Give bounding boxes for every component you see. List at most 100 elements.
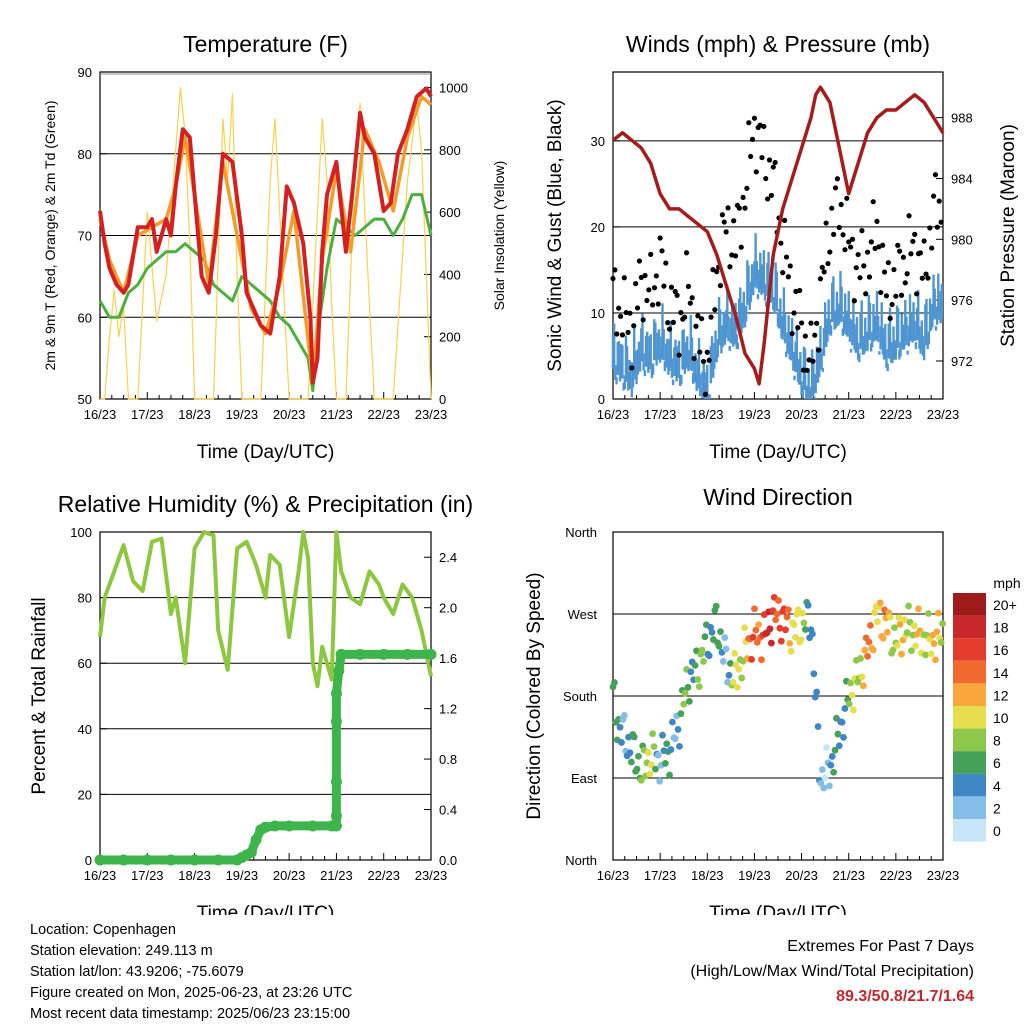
panel-2-ytick-right-label: 1.2 xyxy=(439,702,457,717)
wind-gust-point xyxy=(721,219,727,225)
wind-direction-point xyxy=(800,619,808,627)
wind-gust-point xyxy=(782,217,788,223)
wind-gust-point xyxy=(891,266,897,273)
panel-3-xlabel: Time (Day/UTC) xyxy=(709,903,847,915)
panel-3-ytick-label: South xyxy=(563,689,597,704)
legend-label: 8 xyxy=(993,733,1001,749)
legend-swatch xyxy=(953,728,986,752)
wind-direction-point xyxy=(787,647,795,655)
wind-direction-point xyxy=(809,630,816,638)
panel-3-ytick-label: North xyxy=(565,853,597,868)
wind-direction-point xyxy=(661,759,669,767)
panel-0-ytick-right-label: 800 xyxy=(439,143,461,158)
legend-swatch xyxy=(953,796,986,819)
wind-gust-point xyxy=(646,287,652,293)
wind-direction-point xyxy=(776,624,784,632)
wind-direction-point xyxy=(912,642,920,650)
wind-gust-point xyxy=(844,195,850,201)
wind-direction-point xyxy=(864,652,871,660)
wind-gust-point xyxy=(648,251,654,257)
dewpoint-line xyxy=(98,193,433,393)
wind-gust-point xyxy=(746,120,752,126)
panel-2-xtick-label: 19/23 xyxy=(226,868,259,883)
wind-gust-point xyxy=(759,154,765,161)
legend-swatch xyxy=(953,751,986,774)
wind-direction-point xyxy=(939,620,946,628)
wind-direction-point xyxy=(792,633,799,641)
wind-gust-point xyxy=(685,283,692,289)
wind-gust-point xyxy=(836,224,842,231)
panel-1-xtick-label: 17/23 xyxy=(644,407,677,422)
figure: Temperature (F) Time (Day/UTC) 16/23 17/23 1… xyxy=(29,31,1021,915)
wind-gust-point xyxy=(938,219,944,225)
panel-2-xtick-label: 16/23 xyxy=(84,868,117,883)
wind-gust-point xyxy=(832,185,839,191)
wind-gust-point xyxy=(812,332,818,338)
wind-direction-point xyxy=(804,601,812,609)
wind-gust-point xyxy=(789,330,795,337)
wind-direction-point xyxy=(858,673,866,681)
wind-direction-point xyxy=(869,646,877,654)
panel-3-ytick-label: East xyxy=(571,771,597,786)
wind-gust-point xyxy=(740,194,746,200)
panel-1-ytick-right-label: 972 xyxy=(951,354,973,369)
wind-gust-point xyxy=(919,275,925,281)
wind-direction-point xyxy=(667,746,675,753)
wind-gust-point xyxy=(700,358,707,365)
panel-2-ytick-right-label: 2.0 xyxy=(439,601,457,616)
wind-direction-point xyxy=(893,642,901,649)
panel-1-xtick-label: 20/23 xyxy=(785,407,818,422)
panel-0-xtick-label: 21/23 xyxy=(320,407,353,422)
legend-label: 10 xyxy=(993,710,1009,726)
wind-gust-point xyxy=(838,201,844,208)
wind-direction-point xyxy=(835,742,843,750)
panel-3-xtick-label: 20/23 xyxy=(785,868,818,883)
panel-2-ytick-label: 0 xyxy=(85,853,92,868)
wind-gust-point xyxy=(785,274,791,280)
panel-2-ytick-right-label: 0.4 xyxy=(439,803,457,818)
legend-title: mph xyxy=(993,575,1020,591)
wind-gust-point xyxy=(927,225,933,231)
wind-gust-point xyxy=(666,326,673,332)
wind-direction-point xyxy=(896,620,904,628)
wind-gust-point xyxy=(797,287,803,294)
wind-gust-point xyxy=(670,319,676,325)
wind-gust-point xyxy=(621,275,627,281)
wind-gust-point xyxy=(914,291,920,297)
wind-gust-point xyxy=(657,235,663,241)
wind-direction-point xyxy=(685,698,693,705)
panel-0-xtick-label: 18/23 xyxy=(178,407,211,422)
wind-direction-point xyxy=(694,676,702,683)
panel-0-xlabel: Time (Day/UTC) xyxy=(197,442,335,463)
wind-direction-point xyxy=(841,705,849,712)
wind-gust-point xyxy=(897,248,903,254)
wind-gust-point xyxy=(800,367,807,373)
wind-direction-point xyxy=(821,774,829,782)
wind-gust-point xyxy=(768,192,775,199)
wind-direction-point xyxy=(635,752,642,760)
wind-gust-point xyxy=(668,284,675,290)
wind-direction-point xyxy=(726,659,734,667)
panel-2-xlabel: Time (Day/UTC) xyxy=(197,903,335,915)
wind-direction-point xyxy=(611,679,618,686)
wind-gust-point xyxy=(742,205,748,211)
wind-direction-point xyxy=(663,740,671,748)
wind-gust-point xyxy=(819,264,825,270)
wind-gust-point xyxy=(840,232,846,238)
wind-direction-point xyxy=(748,656,755,663)
wind-gust-point xyxy=(936,198,942,204)
wind-gust-point xyxy=(655,301,661,307)
wind-gust-point xyxy=(791,310,797,316)
wind-direction-point xyxy=(755,621,763,629)
wind-direction-point xyxy=(684,683,692,691)
wind-gust-point xyxy=(717,283,724,289)
legend-label: 6 xyxy=(993,755,1001,771)
panel-3-ylabel: Direction (Colored By Speed) xyxy=(524,572,545,819)
wind-direction-point xyxy=(933,628,941,636)
wind-gust-point xyxy=(921,238,927,244)
elevation-text: Station elevation: 249.113 m xyxy=(30,943,213,959)
wind-direction-point xyxy=(895,614,903,621)
wind-gust-point xyxy=(881,269,888,275)
wind-direction-point xyxy=(680,700,688,708)
wind-gust-point xyxy=(861,263,867,269)
